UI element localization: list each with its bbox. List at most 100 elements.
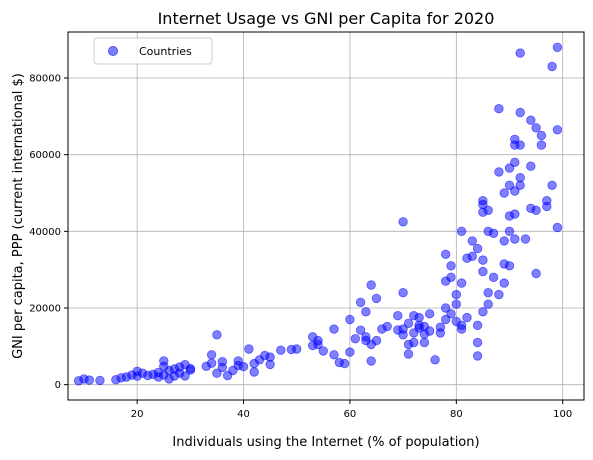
country-point (371, 293, 382, 304)
country-point (467, 251, 478, 261)
country-point (180, 371, 190, 381)
country-point (435, 322, 446, 332)
country-point (494, 103, 504, 114)
country-point (441, 249, 451, 260)
country-point (499, 188, 509, 198)
country-point (409, 337, 419, 348)
country-point (441, 314, 451, 325)
country-point (366, 356, 376, 366)
country-point (478, 307, 488, 317)
country-point (510, 209, 520, 219)
country-point (499, 278, 509, 288)
country-point (515, 180, 525, 191)
country-point (212, 330, 222, 340)
country-point (419, 337, 430, 348)
legend-box (93, 37, 213, 65)
country-point (95, 375, 105, 386)
country-point (382, 321, 392, 332)
country-point (472, 243, 483, 254)
country-point (398, 330, 408, 340)
chart-title: Internet Usage vs GNI per Capita for 202… (158, 9, 495, 28)
country-point (504, 180, 515, 191)
plot-frame (67, 31, 585, 401)
country-point (472, 320, 483, 331)
country-point (425, 309, 435, 319)
country-point (355, 297, 366, 308)
country-point (515, 48, 525, 58)
country-point (510, 186, 520, 196)
country-point (531, 123, 541, 133)
country-point (552, 125, 563, 135)
country-point (403, 349, 414, 359)
country-point (313, 339, 323, 350)
country-point (483, 205, 493, 216)
country-point (430, 355, 440, 365)
country-point (483, 299, 493, 309)
country-point (398, 217, 408, 227)
country-point (510, 134, 520, 145)
country-point (494, 289, 504, 300)
legend-marker (108, 46, 118, 56)
country-point (366, 280, 376, 290)
country-point (536, 140, 547, 150)
x-axis-label: Individuals using the Internet (% of pop… (172, 435, 479, 450)
country-point (504, 163, 515, 173)
country-point (345, 314, 355, 325)
x-tick-label: 100 (553, 409, 572, 420)
country-point (451, 299, 462, 309)
country-point (206, 350, 217, 360)
country-point (329, 350, 339, 360)
country-point (339, 358, 350, 369)
country-point (520, 234, 531, 244)
country-point (504, 261, 515, 271)
country-point (499, 236, 509, 246)
country-point (531, 268, 541, 279)
country-point (531, 205, 541, 216)
country-point (456, 226, 467, 237)
country-point (276, 345, 286, 355)
country-point (265, 352, 275, 362)
country-point (345, 347, 355, 357)
country-point (398, 288, 408, 298)
country-point (446, 309, 456, 319)
country-point (467, 236, 478, 246)
country-point (425, 326, 435, 336)
y-tick-label: 0 (55, 380, 61, 391)
x-tick-label: 40 (237, 409, 250, 420)
country-point (403, 318, 414, 329)
country-point (478, 266, 488, 277)
country-point (547, 61, 557, 72)
country-point (488, 272, 499, 283)
country-point (547, 180, 557, 191)
country-point (526, 115, 536, 125)
country-point (478, 255, 488, 265)
country-point (451, 289, 462, 300)
country-point (494, 167, 504, 177)
country-point (233, 356, 243, 366)
legend: Countries (93, 37, 213, 65)
y-tick-label: 20000 (29, 304, 61, 315)
country-point (446, 261, 456, 271)
country-point (350, 334, 361, 344)
x-tick-label: 20 (131, 409, 144, 420)
country-point (515, 107, 525, 118)
country-point (446, 272, 456, 283)
country-point (456, 278, 467, 288)
country-point (84, 375, 95, 385)
country-point (217, 357, 228, 367)
country-point (552, 42, 563, 53)
country-point (292, 344, 302, 354)
country-point (212, 368, 222, 378)
country-point (488, 228, 499, 239)
y-axis-label: GNI per capita, PPP (current internation… (11, 73, 26, 359)
country-point (238, 361, 249, 372)
country-point (526, 161, 536, 171)
country-point (515, 140, 525, 150)
country-point (361, 307, 371, 317)
country-point (355, 325, 366, 335)
country-point (472, 337, 483, 348)
country-point (393, 311, 403, 321)
y-tick-label: 40000 (29, 227, 61, 238)
